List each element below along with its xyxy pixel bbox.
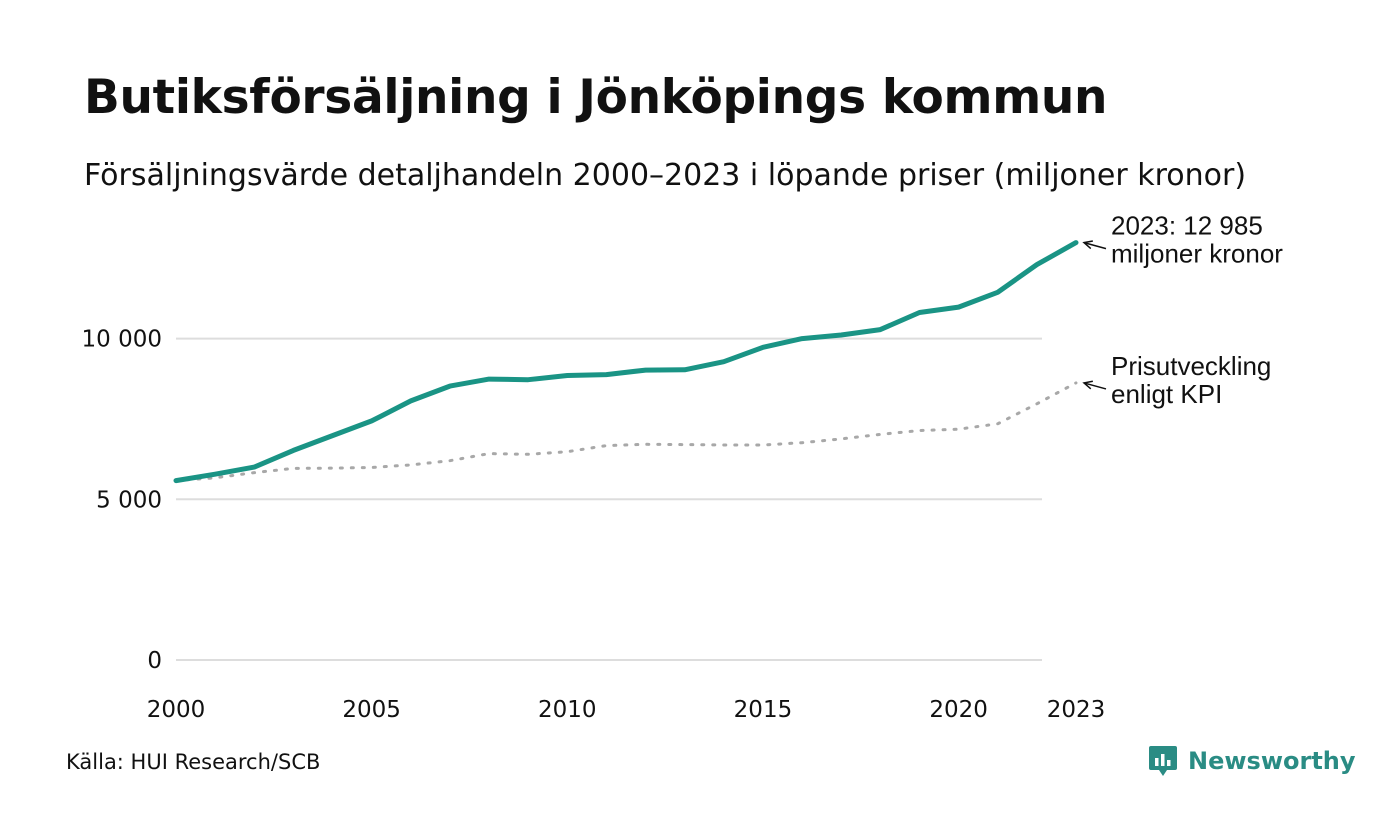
series-lines: [173, 240, 1079, 484]
chart-subtitle: Försäljningsvärde detaljhandeln 2000–202…: [84, 158, 1247, 193]
sales-annotation-arrow: [1083, 241, 1107, 250]
sales-annotation-text: 2023: 12 985: [1111, 211, 1263, 241]
y-tick-label: 0: [147, 648, 162, 674]
kpi-annotation-text: enligt KPI: [1111, 379, 1222, 409]
kpi-series-line: [174, 381, 1078, 483]
y-tick-label: 5 000: [96, 487, 162, 513]
x-axis-ticks: 2000 2005 2010 2015 2020 2023: [147, 697, 1106, 723]
sales-annotation-arrowhead: [1082, 240, 1093, 250]
x-tick-label: 2000: [147, 697, 206, 723]
brand-name: Newsworthy: [1188, 747, 1356, 775]
kpi-annotation-arrow: [1083, 382, 1107, 390]
x-tick-label: 2005: [342, 697, 401, 723]
sales-annotation-text: miljoner kronor: [1111, 239, 1283, 269]
chart-title: Butiksförsäljning i Jönköpings kommun: [84, 70, 1108, 125]
y-axis-ticks: 0 5 000 10 000: [82, 327, 162, 674]
kpi-annotation-arrowhead: [1082, 380, 1093, 390]
newsworthy-logo-icon: [1149, 746, 1177, 776]
y-tick-label: 10 000: [82, 327, 162, 353]
x-tick-label: 2023: [1047, 697, 1106, 723]
newsworthy-logo: Newsworthy: [1148, 744, 1356, 778]
x-tick-label: 2015: [734, 697, 793, 723]
kpi-annotation-text: Prisutveckling: [1111, 351, 1271, 381]
gridlines: [176, 337, 1042, 661]
x-tick-label: 2010: [538, 697, 597, 723]
source-note: Källa: HUI Research/SCB: [66, 750, 321, 774]
x-tick-label: 2020: [929, 697, 988, 723]
sales-series-line: [173, 240, 1079, 484]
